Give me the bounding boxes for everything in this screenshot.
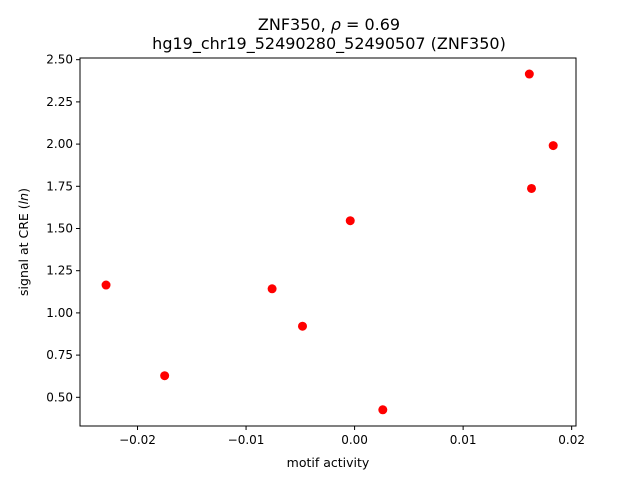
data-point-9 (548, 141, 558, 151)
x-axis-label: motif activity (287, 455, 370, 470)
data-point-8 (527, 183, 537, 193)
x-tick-label: 0.01 (450, 433, 477, 447)
x-tick-label: −0.01 (228, 433, 265, 447)
y-tick-label: 0.50 (46, 390, 73, 404)
y-axis-label: signal at CRE (ln) (16, 188, 31, 296)
y-tick-label: 2.50 (46, 53, 73, 67)
points-layer (101, 69, 558, 415)
data-point-1 (101, 280, 111, 290)
y-tick-label: 1.00 (46, 306, 73, 320)
data-point-3 (267, 284, 277, 294)
data-point-5 (345, 216, 355, 226)
data-point-6 (378, 405, 388, 415)
y-tick-label: 1.75 (46, 179, 73, 193)
y-tick-label: 0.75 (46, 348, 73, 362)
y-axis-ticks: 0.50 0.75 1.00 1.25 1.50 1.75 2.00 2.25 2.50 (46, 53, 80, 404)
plot-frame (79, 57, 577, 427)
y-tick-label: 1.25 (46, 264, 73, 278)
data-point-4 (297, 321, 307, 331)
x-tick-label: 0.00 (341, 433, 368, 447)
y-tick-label: 1.50 (46, 221, 73, 235)
x-axis-ticks: −0.02 −0.01 0.00 0.01 0.02 (119, 426, 585, 447)
chart-subtitle: hg19_chr19_52490280_52490507 (ZNF350) (152, 34, 506, 54)
data-point-7 (524, 69, 534, 79)
y-tick-label: 2.00 (46, 137, 73, 151)
data-point-2 (160, 371, 170, 381)
chart-title: ZNF350, ρ = 0.69 (258, 15, 400, 34)
y-tick-label: 2.25 (46, 95, 73, 109)
x-tick-label: 0.02 (558, 433, 585, 447)
x-tick-label: −0.02 (119, 433, 156, 447)
